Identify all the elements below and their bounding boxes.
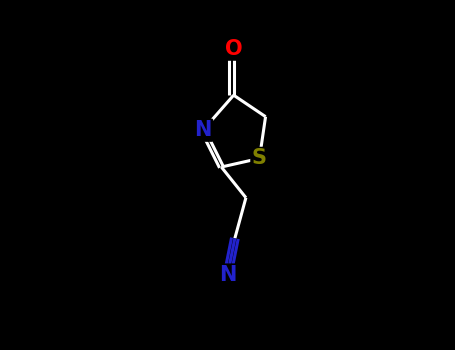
Text: S: S [252, 148, 267, 168]
Text: N: N [194, 120, 212, 140]
Text: N: N [219, 265, 236, 285]
Text: O: O [225, 39, 243, 59]
